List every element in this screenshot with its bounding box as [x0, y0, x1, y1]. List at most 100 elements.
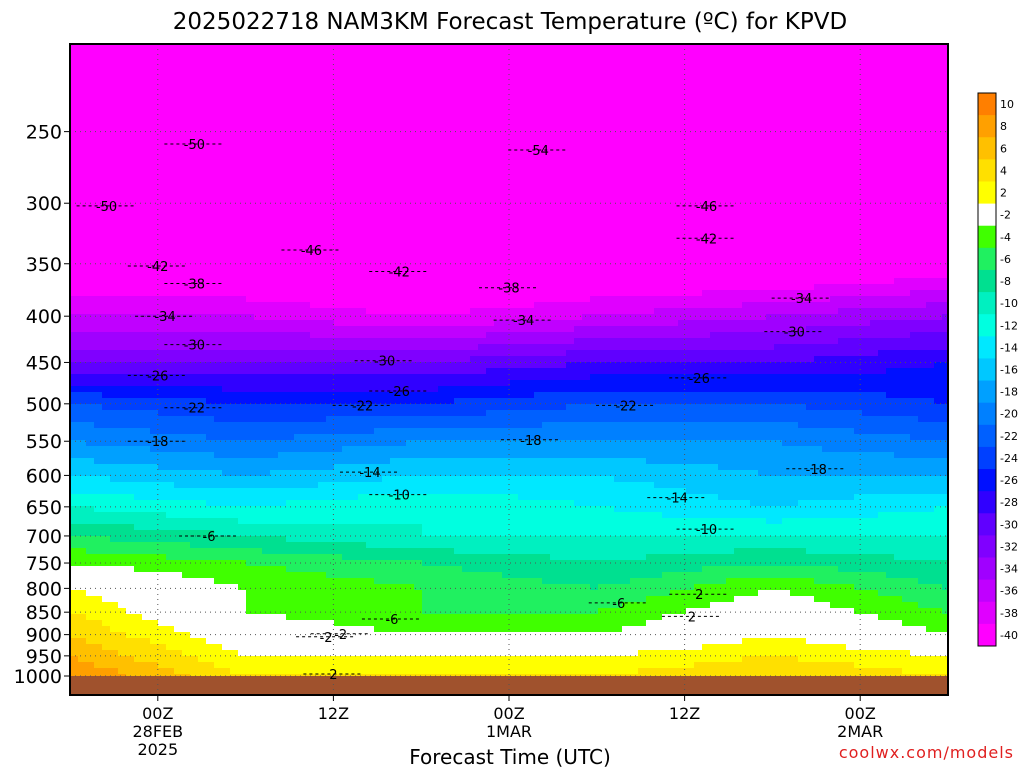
heat-cell — [190, 98, 199, 105]
heat-cell — [334, 428, 343, 435]
heat-cell — [398, 404, 407, 411]
heat-cell — [214, 458, 223, 465]
heat-cell — [126, 476, 135, 483]
heat-cell — [350, 344, 359, 351]
heat-cell — [390, 530, 399, 537]
heat-cell — [326, 98, 335, 105]
heat-cell — [318, 578, 327, 585]
heat-cell — [270, 254, 279, 261]
heat-cell — [254, 392, 263, 399]
heat-cell — [206, 302, 215, 309]
heat-cell — [406, 482, 415, 489]
heat-cell — [390, 134, 399, 141]
heat-cell — [134, 512, 143, 519]
heat-cell — [406, 182, 415, 189]
heat-cell — [142, 260, 151, 267]
heat-cell — [382, 470, 391, 477]
heat-cell — [278, 80, 287, 87]
heat-cell — [294, 638, 303, 645]
heat-cell — [206, 584, 215, 591]
heat-cell — [102, 362, 111, 369]
heat-cell — [214, 140, 223, 147]
heat-cell — [150, 104, 159, 111]
heat-cell — [134, 530, 143, 537]
heat-cell — [310, 482, 319, 489]
heat-cell — [246, 482, 255, 489]
heat-cell — [238, 440, 247, 447]
heat-cell — [334, 236, 343, 243]
heat-cell — [246, 272, 255, 279]
heat-cell — [190, 122, 199, 129]
heat-cell — [366, 482, 375, 489]
heat-cell — [422, 356, 431, 363]
heat-cell — [254, 530, 263, 537]
heat-cell — [134, 80, 143, 87]
heat-cell — [222, 278, 231, 285]
heat-cell — [78, 638, 87, 645]
heat-cell — [358, 152, 367, 159]
heat-cell — [142, 386, 151, 393]
heat-cell — [230, 80, 239, 87]
heat-cell — [206, 56, 215, 63]
heat-cell — [398, 188, 407, 195]
heat-cell — [342, 92, 351, 99]
heat-cell — [414, 428, 423, 435]
heat-cell — [206, 68, 215, 75]
heat-cell — [182, 302, 191, 309]
heat-cell — [358, 386, 367, 393]
heat-cell — [382, 278, 391, 285]
heat-cell — [126, 218, 135, 225]
heat-cell — [174, 410, 183, 417]
heat-cell — [374, 632, 383, 639]
heat-cell — [358, 566, 367, 573]
heat-cell — [326, 272, 335, 279]
heat-cell — [214, 644, 223, 651]
heat-cell — [390, 632, 399, 639]
heat-cell — [86, 266, 95, 273]
heat-cell — [262, 494, 271, 501]
heat-cell — [286, 506, 295, 513]
heat-cell — [134, 134, 143, 141]
heat-cell — [310, 506, 319, 513]
heat-cell — [246, 578, 255, 585]
heat-cell — [406, 614, 415, 621]
heat-cell — [102, 638, 111, 645]
heat-cell — [238, 416, 247, 423]
heat-cell — [430, 512, 439, 519]
heat-cell — [110, 266, 119, 273]
heat-cell — [230, 152, 239, 159]
heat-cell — [198, 236, 207, 243]
heat-cell — [262, 530, 271, 537]
heat-cell — [102, 488, 111, 495]
heat-cell — [126, 314, 135, 321]
heat-cell — [270, 116, 279, 123]
heat-cell — [262, 614, 271, 621]
heat-cell — [150, 578, 159, 585]
heat-cell — [206, 446, 215, 453]
heat-cell — [182, 314, 191, 321]
heat-cell — [174, 518, 183, 525]
heat-cell — [422, 170, 431, 177]
heat-cell — [318, 92, 327, 99]
heat-cell — [190, 188, 199, 195]
heat-cell — [310, 62, 319, 69]
heat-cell — [134, 128, 143, 135]
heat-cell — [310, 332, 319, 339]
heat-cell — [382, 152, 391, 159]
heat-cell — [286, 206, 295, 213]
heat-cell — [398, 644, 407, 651]
heat-cell — [70, 320, 79, 327]
heat-cell — [358, 200, 367, 207]
heat-cell — [190, 398, 199, 405]
heat-cell — [174, 500, 183, 507]
heat-cell — [142, 482, 151, 489]
heat-cell — [126, 404, 135, 411]
heat-cell — [374, 254, 383, 261]
heat-cell — [230, 314, 239, 321]
heat-cell — [374, 476, 383, 483]
heat-cell — [358, 338, 367, 345]
heat-cell — [310, 284, 319, 291]
heat-cell — [318, 104, 327, 111]
heat-cell — [406, 44, 415, 51]
heat-cell — [254, 230, 263, 237]
